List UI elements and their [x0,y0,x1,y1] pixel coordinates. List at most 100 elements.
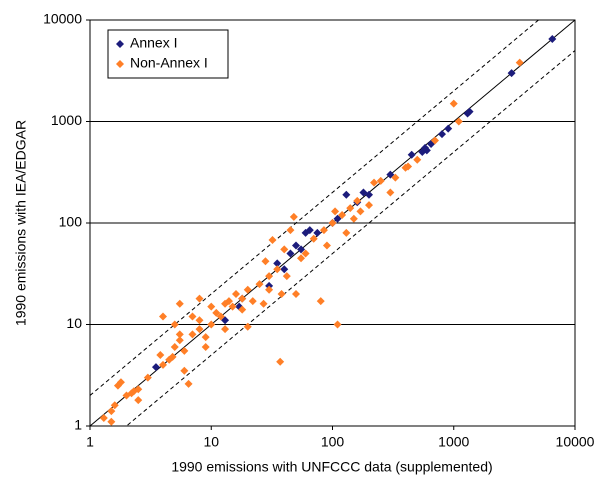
data-point [548,34,557,43]
data-point [238,305,247,314]
data-point [168,352,177,361]
data-point [276,357,285,366]
data-point [364,190,373,199]
legend-marker [116,40,124,48]
data-point [134,396,143,405]
data-point [107,417,116,426]
data-point [322,241,331,250]
data-point [207,320,216,329]
data-point [224,297,233,306]
data-point [243,285,252,294]
data-point [342,190,351,199]
y-tick-label: 1000 [51,112,82,128]
data-point [195,316,204,325]
x-tick-label: 1 [86,434,94,450]
data-point [286,249,295,258]
data-point [188,330,197,339]
y-axis-label: 1990 emissions with IEA/EDGAR [13,120,29,326]
data-point [444,124,453,133]
data-point [353,196,362,205]
data-point [273,265,282,274]
data-point [297,245,306,254]
y-tick-label: 10000 [43,11,82,27]
data-point [277,289,286,298]
data-point [184,379,193,388]
data-point [407,150,416,159]
data-point [292,241,301,250]
data-point [201,333,210,342]
data-point [207,302,216,311]
data-point [170,320,179,329]
data-point [316,297,325,306]
data-point [333,214,342,223]
data-point [268,236,277,245]
data-point [180,346,189,355]
data-point [158,360,167,369]
data-point [364,201,373,210]
data-point [386,188,395,197]
data-point [116,378,125,387]
x-tick-label: 1000 [438,434,469,450]
data-point [248,297,257,306]
y-tick-label: 10 [66,315,82,331]
data-point [221,316,230,325]
data-point [346,204,355,213]
data-point [261,257,270,266]
data-point [349,214,358,223]
data-point [143,373,152,382]
data-point [319,226,328,235]
data-point [180,366,189,375]
data-point [201,343,210,352]
data-point [280,245,289,254]
data-point [265,272,274,281]
data-point [259,299,268,308]
data-point [422,146,431,155]
data-point [216,312,225,321]
data-point [231,289,240,298]
data-point [313,228,322,237]
data-point [188,312,197,321]
data-point [370,178,379,187]
legend-label: Annex I [130,35,177,51]
data-point [309,234,318,243]
data-point [221,325,230,334]
y-tick-label: 1 [74,417,82,433]
data-point [170,343,179,352]
legend-marker [116,60,124,68]
x-tick-label: 10 [203,434,219,450]
data-point [391,173,400,182]
data-point [437,130,446,139]
data-point [99,413,108,422]
data-point [328,219,337,227]
data-point [151,363,160,372]
y-tick-label: 100 [59,214,83,230]
data-point [107,407,116,416]
data-point [175,336,184,345]
data-point [280,265,289,274]
reference-line [125,50,575,426]
data-point [273,259,282,268]
data-point [413,155,422,164]
data-point [212,308,221,317]
data-point [134,385,143,394]
data-point [289,212,298,221]
data-point [333,320,342,329]
data-point [286,226,295,235]
plot-area [90,20,575,426]
data-point [158,312,167,321]
data-point [282,272,291,281]
legend-label: Non-Annex I [130,55,208,71]
data-point [338,210,347,219]
data-point [265,285,274,294]
data-point [297,254,306,263]
legend-box [107,29,229,79]
data-point [449,99,458,108]
x-axis-label: 1990 emissions with UNFCCC data (supplem… [171,459,492,475]
data-point [175,299,184,308]
data-point [430,136,439,145]
data-point [255,280,264,289]
data-point [228,302,237,311]
data-point [356,207,365,216]
